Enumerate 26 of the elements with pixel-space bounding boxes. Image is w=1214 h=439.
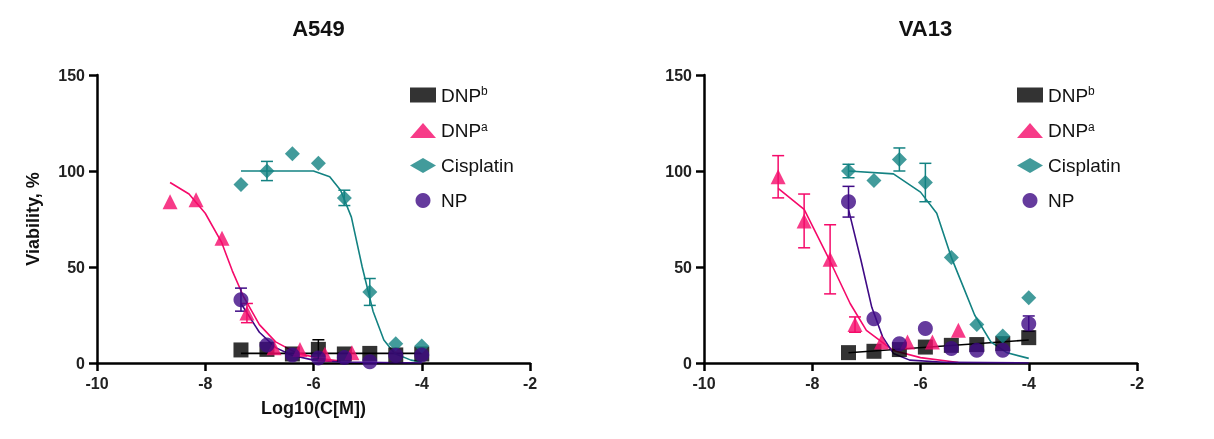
chart-title: VA13 [898,15,953,41]
x-tick-label: -2 [522,374,538,392]
y-tick-label: 0 [683,354,693,372]
x-tick-label: -10 [692,374,716,392]
y-tick-label: 50 [674,258,693,276]
y-tick-label: 150 [665,66,693,84]
x-tick-label: -4 [1021,374,1036,392]
legend-label: Cisplatin [1048,155,1121,176]
x-tick-label: -6 [306,374,321,392]
x-tick-label: -2 [1129,374,1145,392]
legend-label: NP [441,190,468,211]
x-axis-title: Log10(C[M]) [261,398,366,418]
y-tick-label: 150 [58,66,86,84]
y-tick-label: 100 [665,162,693,180]
y-tick-label: 0 [76,354,86,372]
y-tick-label: 50 [67,258,86,276]
legend-label: NP [1048,190,1075,211]
y-tick-label: 100 [58,162,86,180]
x-tick-label: -8 [805,374,820,392]
chart-title: A549 [292,15,345,41]
x-tick-label: -4 [414,374,429,392]
x-tick-label: -6 [913,374,928,392]
y-axis-title: Viability, % [23,172,43,266]
legend-label: Cisplatin [441,155,514,176]
x-tick-label: -8 [198,374,213,392]
x-tick-label: -10 [85,374,109,392]
